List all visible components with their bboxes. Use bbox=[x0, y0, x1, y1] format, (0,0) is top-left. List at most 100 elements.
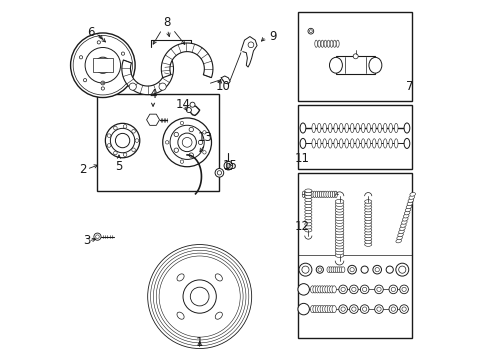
Circle shape bbox=[224, 161, 232, 170]
Ellipse shape bbox=[334, 191, 337, 198]
Ellipse shape bbox=[397, 233, 403, 237]
Ellipse shape bbox=[304, 216, 311, 220]
Ellipse shape bbox=[406, 202, 412, 206]
Circle shape bbox=[174, 132, 178, 137]
Circle shape bbox=[340, 287, 345, 292]
Ellipse shape bbox=[335, 199, 343, 204]
Ellipse shape bbox=[335, 228, 343, 232]
Circle shape bbox=[374, 267, 379, 272]
Ellipse shape bbox=[304, 207, 311, 211]
Polygon shape bbox=[122, 60, 173, 95]
Circle shape bbox=[105, 123, 140, 158]
Circle shape bbox=[123, 125, 126, 128]
Ellipse shape bbox=[304, 213, 311, 217]
Circle shape bbox=[170, 125, 204, 159]
Ellipse shape bbox=[304, 195, 311, 199]
Circle shape bbox=[307, 28, 313, 34]
Ellipse shape bbox=[324, 40, 326, 47]
Ellipse shape bbox=[335, 236, 343, 240]
Ellipse shape bbox=[326, 286, 331, 293]
Ellipse shape bbox=[304, 219, 311, 223]
Ellipse shape bbox=[364, 203, 371, 206]
Ellipse shape bbox=[408, 195, 414, 199]
Circle shape bbox=[131, 130, 135, 133]
Ellipse shape bbox=[332, 191, 335, 198]
Ellipse shape bbox=[317, 40, 320, 47]
Ellipse shape bbox=[349, 285, 357, 294]
Circle shape bbox=[97, 41, 100, 44]
Ellipse shape bbox=[332, 40, 335, 47]
Ellipse shape bbox=[335, 219, 343, 224]
Ellipse shape bbox=[377, 139, 381, 148]
Ellipse shape bbox=[388, 123, 392, 133]
Ellipse shape bbox=[300, 138, 305, 148]
Circle shape bbox=[85, 48, 121, 83]
Ellipse shape bbox=[396, 236, 402, 240]
Ellipse shape bbox=[364, 217, 371, 221]
Ellipse shape bbox=[326, 267, 330, 273]
Ellipse shape bbox=[364, 223, 371, 226]
Ellipse shape bbox=[394, 139, 397, 148]
Ellipse shape bbox=[316, 266, 323, 273]
Ellipse shape bbox=[304, 222, 311, 226]
Bar bbox=[297, 173, 411, 338]
Text: 9: 9 bbox=[269, 30, 277, 43]
Ellipse shape bbox=[402, 217, 407, 221]
Ellipse shape bbox=[349, 305, 357, 314]
Ellipse shape bbox=[335, 211, 343, 215]
Ellipse shape bbox=[321, 191, 324, 198]
Circle shape bbox=[153, 250, 245, 343]
Circle shape bbox=[190, 102, 195, 107]
Ellipse shape bbox=[364, 240, 371, 243]
Ellipse shape bbox=[364, 208, 371, 212]
Circle shape bbox=[362, 287, 366, 292]
Circle shape bbox=[83, 78, 86, 82]
Ellipse shape bbox=[317, 191, 320, 198]
Ellipse shape bbox=[360, 285, 368, 294]
Ellipse shape bbox=[364, 200, 371, 203]
Ellipse shape bbox=[398, 230, 404, 234]
Circle shape bbox=[390, 307, 395, 311]
Ellipse shape bbox=[326, 40, 329, 47]
Circle shape bbox=[247, 42, 253, 48]
Ellipse shape bbox=[322, 286, 326, 293]
Circle shape bbox=[186, 108, 191, 113]
Ellipse shape bbox=[306, 191, 309, 198]
Circle shape bbox=[351, 287, 355, 292]
Ellipse shape bbox=[368, 57, 381, 73]
Ellipse shape bbox=[383, 123, 386, 133]
Ellipse shape bbox=[401, 220, 407, 224]
Ellipse shape bbox=[347, 265, 356, 274]
Polygon shape bbox=[161, 43, 212, 78]
Ellipse shape bbox=[395, 239, 401, 243]
Ellipse shape bbox=[335, 225, 343, 229]
Circle shape bbox=[401, 307, 406, 311]
Circle shape bbox=[147, 244, 251, 348]
Ellipse shape bbox=[372, 265, 381, 274]
Ellipse shape bbox=[399, 227, 405, 230]
Ellipse shape bbox=[406, 205, 411, 209]
Ellipse shape bbox=[335, 239, 343, 243]
Ellipse shape bbox=[361, 123, 364, 133]
Ellipse shape bbox=[322, 123, 326, 133]
Ellipse shape bbox=[304, 191, 306, 198]
Text: 4: 4 bbox=[149, 88, 157, 101]
Circle shape bbox=[183, 280, 216, 313]
Ellipse shape bbox=[360, 305, 368, 314]
Circle shape bbox=[107, 134, 111, 138]
Ellipse shape bbox=[403, 123, 409, 133]
Circle shape bbox=[401, 287, 406, 292]
Ellipse shape bbox=[304, 225, 311, 229]
Ellipse shape bbox=[364, 206, 371, 209]
Ellipse shape bbox=[215, 274, 222, 281]
Ellipse shape bbox=[338, 285, 346, 294]
Ellipse shape bbox=[361, 139, 364, 148]
Circle shape bbox=[376, 287, 380, 292]
Ellipse shape bbox=[314, 40, 317, 47]
Ellipse shape bbox=[405, 208, 410, 212]
Circle shape bbox=[129, 83, 136, 90]
Circle shape bbox=[217, 171, 221, 175]
Ellipse shape bbox=[335, 205, 343, 209]
Ellipse shape bbox=[364, 228, 371, 232]
Ellipse shape bbox=[312, 306, 317, 313]
